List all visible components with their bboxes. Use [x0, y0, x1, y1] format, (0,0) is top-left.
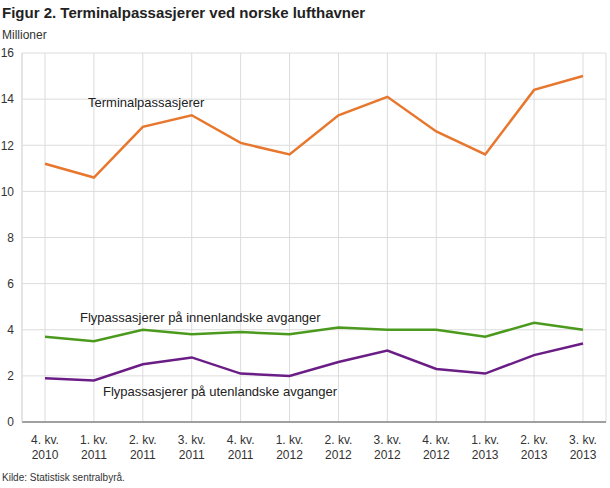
- svg-text:4. kv.2012: 4. kv.2012: [422, 433, 450, 462]
- svg-text:3. kv.2012: 3. kv.2012: [373, 433, 401, 462]
- svg-text:3. kv.2013: 3. kv.2013: [569, 433, 597, 462]
- svg-text:2: 2: [8, 369, 14, 383]
- svg-text:12: 12: [8, 139, 14, 153]
- html-text:Terminalpassasjerer: Terminalpassasjerer: [88, 95, 205, 110]
- html-text:Figur 2. Terminalpassasjerer v: Figur 2. Terminalpassasjerer ved norske …: [2, 4, 366, 21]
- svg-text:4. kv.2011: 4. kv.2011: [227, 433, 255, 462]
- svg-text:2. kv.2012: 2. kv.2012: [325, 433, 353, 462]
- svg-text:6: 6: [8, 277, 14, 291]
- svg-text:4. kv.2010: 4. kv.2010: [31, 433, 59, 462]
- svg-text:10: 10: [8, 185, 14, 199]
- html-text:Flypassasjerer på innenlandske: Flypassasjerer på innenlandske avganger: [80, 310, 321, 325]
- svg-text:1. kv.2012: 1. kv.2012: [276, 433, 304, 462]
- svg-text:1. kv.2013: 1. kv.2013: [471, 433, 499, 462]
- html-text:Flypassasjerer på utenlandske: Flypassasjerer på utenlandske avganger: [103, 384, 338, 399]
- svg-text:0: 0: [8, 415, 14, 429]
- svg-text:1. kv.2011: 1. kv.2011: [80, 433, 108, 462]
- svg-text:3. kv.2011: 3. kv.2011: [178, 433, 206, 462]
- svg-text:16: 16: [8, 46, 14, 60]
- svg-text:2. kv.2011: 2. kv.2011: [129, 433, 157, 462]
- svg-text:8: 8: [8, 231, 14, 245]
- svg-text:4: 4: [8, 323, 14, 337]
- html-text:Millioner: Millioner: [2, 28, 47, 42]
- svg-text:2. kv.2013: 2. kv.2013: [520, 433, 548, 462]
- svg-text:14: 14: [8, 92, 14, 106]
- html-text:Kilde: Statistisk sentralbyrå.: Kilde: Statistisk sentralbyrå.: [2, 472, 125, 483]
